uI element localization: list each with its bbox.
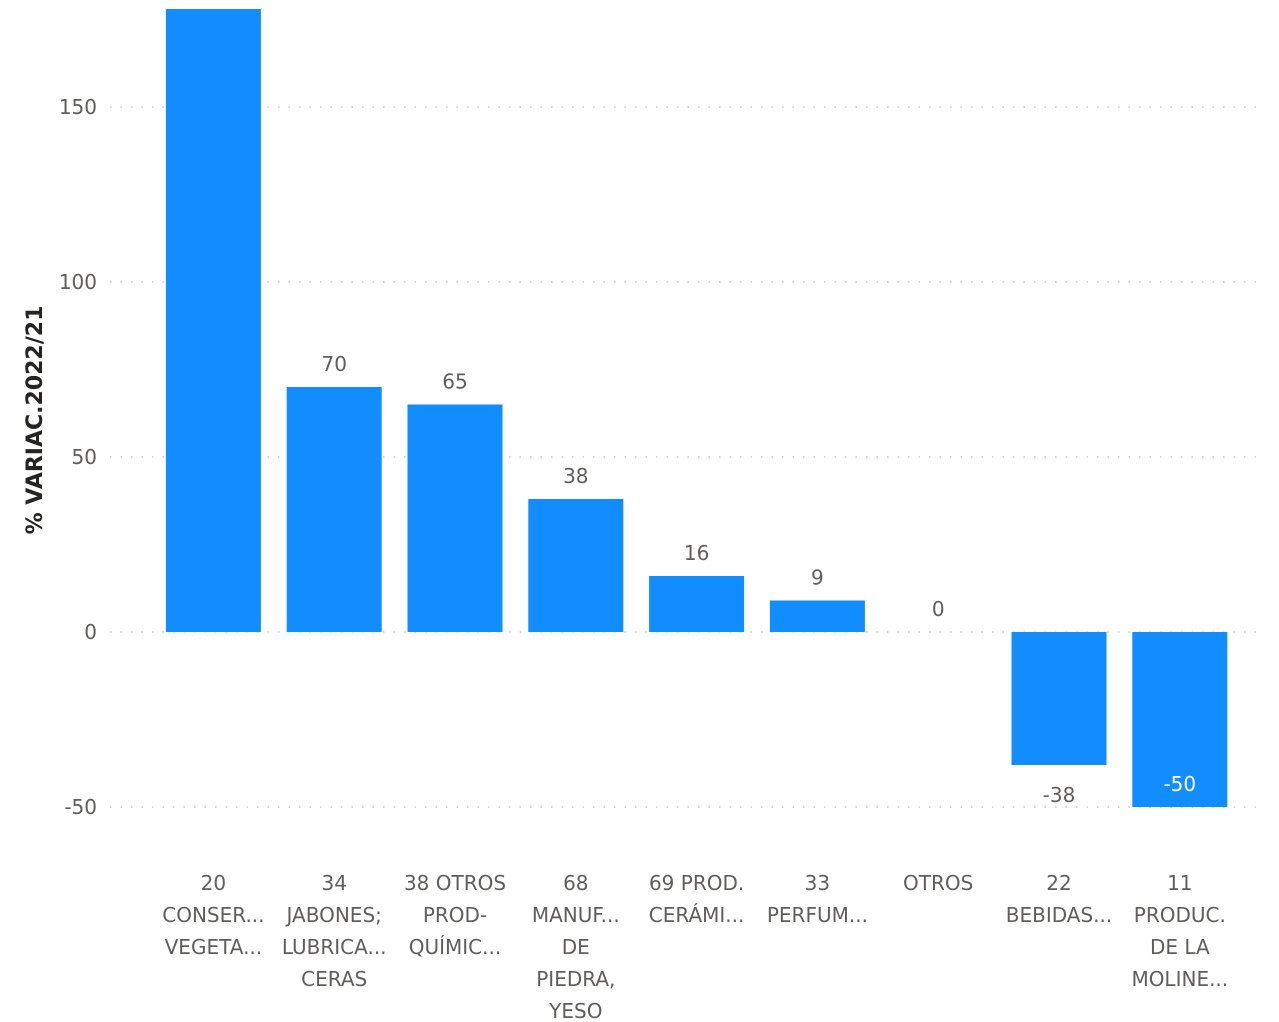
y-tick-label: -50 (64, 795, 97, 819)
y-tick-label: 50 (72, 445, 97, 469)
x-tick-label: JABONES; (285, 903, 382, 927)
bar (286, 387, 382, 632)
data-labels: 1787065381690-38-50 (321, 352, 1196, 807)
x-tick-label: 34 (321, 871, 346, 895)
bar (769, 600, 865, 632)
data-label: -38 (1043, 783, 1076, 807)
x-tick-label: PERFUM... (767, 903, 868, 927)
data-label: 65 (442, 370, 467, 394)
bars (165, 9, 1228, 807)
x-axis-ticks: 20 CONSER... VEGETA... 34 JABONES; LUBRICA...… (162, 871, 1228, 1022)
bar (649, 576, 745, 632)
bar (528, 499, 624, 632)
bar (1011, 632, 1107, 765)
data-label: -50 (1163, 772, 1196, 796)
y-tick-label: 0 (84, 620, 97, 644)
x-tick-label: CONSER... (162, 903, 264, 927)
data-label: 70 (321, 352, 346, 376)
x-tick-label: DE (562, 935, 590, 959)
x-tick-label: PRODUC. (1134, 903, 1226, 927)
y-tick-label: 150 (59, 95, 97, 119)
x-tick-label: PROD- (423, 903, 487, 927)
x-tick-label: 33 (805, 871, 830, 895)
x-tick-label: OTROS (903, 871, 973, 895)
y-tick-label: 100 (59, 270, 97, 294)
x-tick-label: MOLINE... (1131, 967, 1228, 991)
x-tick-label: BEBIDAS... (1006, 903, 1112, 927)
y-axis-ticks: -50 0 50 100 150 (59, 95, 97, 819)
x-tick-label: DE LA (1150, 935, 1210, 959)
x-tick-label: 11 (1167, 871, 1192, 895)
x-tick-label: QUÍMIC... (409, 935, 501, 959)
data-label: 0 (932, 597, 945, 621)
data-label: 9 (811, 566, 824, 590)
data-label: 16 (684, 541, 709, 565)
x-tick-label: 22 (1046, 871, 1071, 895)
x-tick-label: 20 (201, 871, 226, 895)
y-axis-title: % VARIAC.2022/21 (23, 306, 48, 535)
x-tick-label: MANUF... (532, 903, 620, 927)
data-label: 38 (563, 464, 588, 488)
x-tick-label: CERÁMI... (649, 903, 745, 927)
bar (407, 404, 503, 632)
bar (1132, 632, 1228, 807)
x-tick-label: 68 (563, 871, 588, 895)
bar (165, 9, 261, 632)
x-tick-label: 69 PROD. (649, 871, 744, 895)
x-tick-label: YESO (548, 999, 602, 1022)
x-tick-label: LUBRICA... (282, 935, 387, 959)
x-tick-label: 38 OTROS (404, 871, 506, 895)
x-tick-label: CERAS (301, 967, 367, 991)
x-tick-label: PIEDRA, (536, 967, 615, 991)
x-tick-label: VEGETA... (165, 935, 263, 959)
